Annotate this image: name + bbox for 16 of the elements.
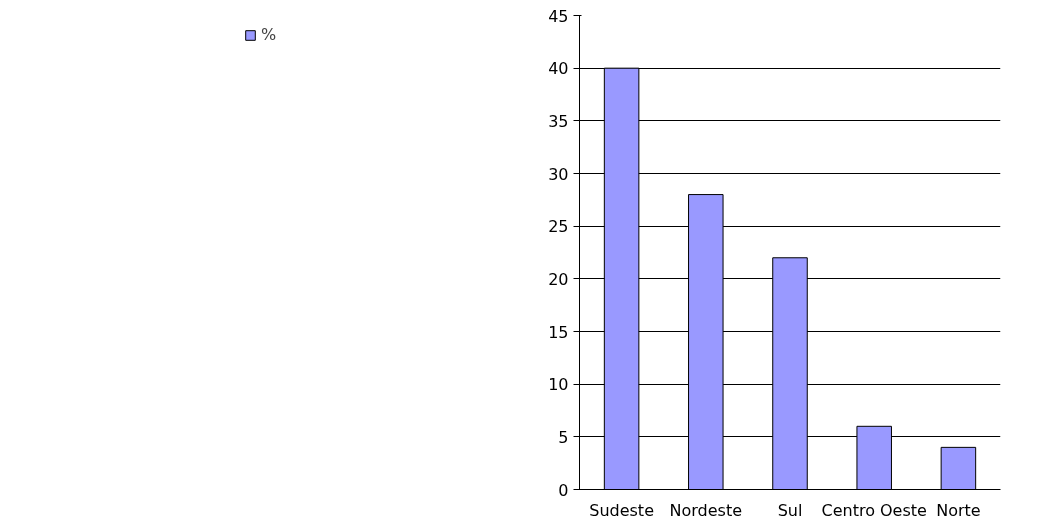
y-tick-label: 10 — [548, 375, 569, 395]
x-tick-label: Sudeste — [589, 500, 654, 520]
y-tick-label: 30 — [548, 164, 569, 184]
y-tick-label: 35 — [548, 111, 569, 131]
x-tick-label: Nordeste — [669, 500, 743, 520]
legend-label: % — [261, 25, 278, 44]
y-tick-label: 15 — [548, 322, 569, 342]
x-tick-label: Sul — [777, 500, 803, 520]
x-tick-label: Norte — [936, 500, 981, 520]
y-tick-label: 5 — [558, 427, 569, 447]
y-tick-label: 0 — [558, 480, 569, 500]
y-tick-label: 25 — [548, 217, 569, 237]
x-tick-label: Centro Oeste — [821, 500, 927, 520]
y-tick-label: 45 — [548, 6, 569, 26]
y-tick-label: 40 — [548, 59, 569, 79]
y-tick-label: 20 — [548, 269, 569, 289]
